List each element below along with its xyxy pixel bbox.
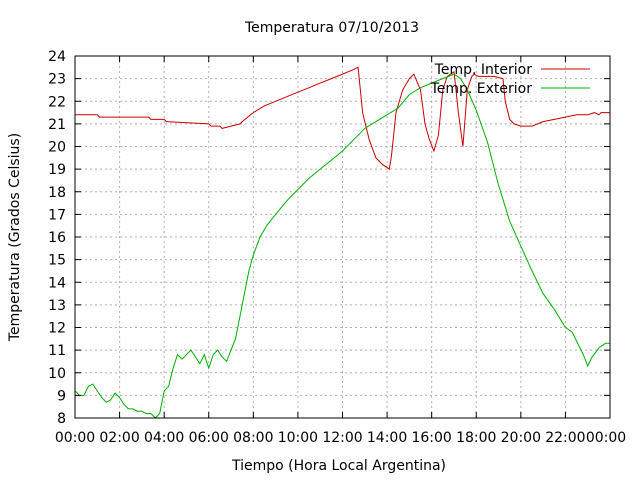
x-tick-label: 12:00	[322, 430, 362, 446]
y-tick-label: 12	[48, 321, 66, 337]
grid-lines	[75, 56, 610, 418]
y-tick-label: 19	[48, 162, 66, 178]
y-tick-label: 10	[48, 366, 66, 382]
y-tick-labels: 8 9 10 11 12 13 14 15 16 17 18 19 20 21 22 23 24	[48, 49, 66, 427]
x-tick-labels: 00:00 02:00 04:00 06:00 08:00 10:00 12:00 14:00…	[55, 430, 626, 446]
legend-label-exterior: Temp. Exterior	[430, 81, 533, 97]
y-tick-label: 17	[48, 207, 66, 223]
x-tick-label: 02:00	[99, 430, 139, 446]
x-tick-label: 18:00	[456, 430, 496, 446]
x-tick-label: 06:00	[189, 430, 229, 446]
y-tick-label: 13	[48, 298, 66, 314]
y-tick-label: 14	[48, 275, 66, 291]
y-tick-label: 18	[48, 185, 66, 201]
legend-label-interior: Temp. Interior	[434, 62, 533, 78]
x-tick-label: 16:00	[411, 430, 451, 446]
axis-ticks	[74, 55, 611, 419]
x-tick-label: 00:00	[586, 430, 626, 446]
y-tick-label: 15	[48, 253, 66, 269]
y-tick-label: 9	[57, 388, 66, 404]
legend: Temp. Interior Temp. Exterior	[430, 62, 590, 97]
x-tick-label: 00:00	[55, 430, 95, 446]
y-tick-label: 20	[48, 140, 66, 156]
x-tick-label: 08:00	[233, 430, 273, 446]
x-tick-label: 14:00	[367, 430, 407, 446]
y-tick-label: 8	[57, 411, 66, 427]
x-axis-label: Tiempo (Hora Local Argentina)	[231, 458, 446, 474]
y-tick-label: 24	[48, 49, 66, 65]
series-line-interior	[75, 66, 610, 170]
y-tick-label: 11	[48, 343, 66, 359]
x-tick-label: 04:00	[144, 430, 184, 446]
chart-title: Temperatura 07/10/2013	[244, 20, 419, 36]
series-lines	[74, 66, 610, 419]
y-tick-label: 16	[48, 230, 66, 246]
x-tick-label: 10:00	[278, 430, 318, 446]
y-tick-label: 21	[48, 117, 66, 133]
series-line-exterior	[74, 73, 610, 419]
x-tick-label: 20:00	[501, 430, 541, 446]
y-axis-label: Temperatura (Grados Celsius)	[7, 133, 23, 342]
y-tick-label: 22	[48, 94, 66, 110]
x-tick-label: 22:00	[545, 430, 585, 446]
y-tick-label: 23	[48, 72, 66, 88]
